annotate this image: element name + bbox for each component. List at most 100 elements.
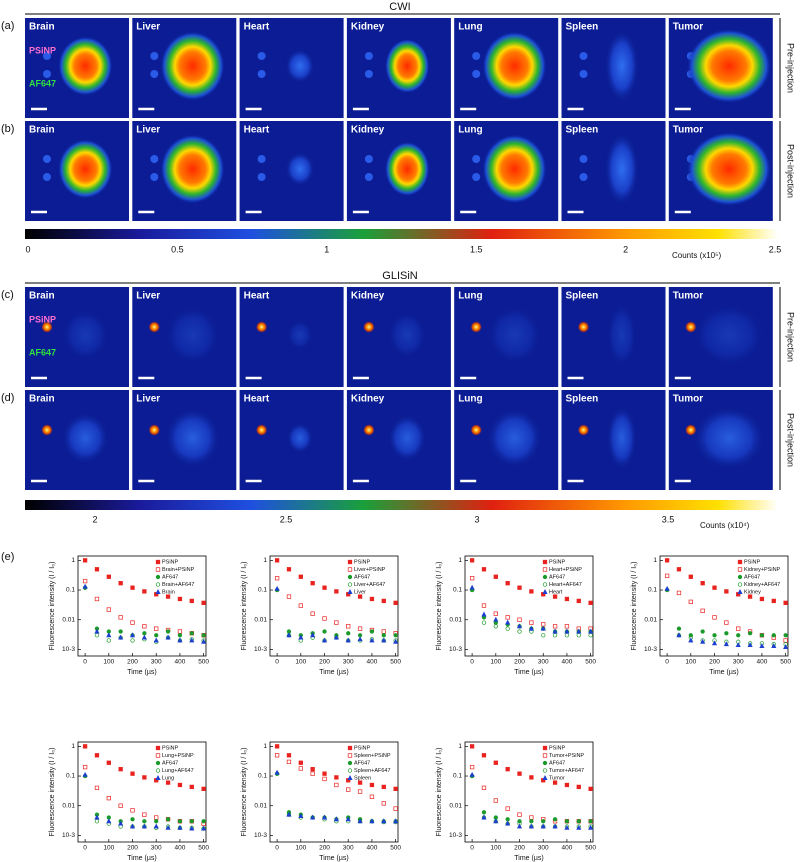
point: [310, 771, 315, 776]
x-tick-label: 200: [319, 659, 330, 666]
legend-label: Lung+PSiNP: [162, 753, 194, 759]
point: [274, 753, 280, 758]
point: [664, 558, 670, 563]
legend-marker: [347, 768, 353, 773]
point: [357, 636, 363, 642]
point: [189, 598, 194, 604]
point: [517, 617, 522, 622]
organ-signal: [284, 48, 315, 84]
organ-name: Kidney: [351, 22, 385, 33]
ref-dot: [43, 52, 51, 60]
point: [493, 760, 498, 765]
point: [298, 603, 303, 608]
ref-dot: [257, 155, 266, 163]
point: [189, 637, 195, 643]
organ-signal: [384, 141, 430, 197]
point: [516, 623, 523, 629]
organ-name: Tumor: [673, 394, 703, 405]
point: [177, 629, 183, 634]
x-axis-label: Time (µs): [709, 669, 738, 676]
point: [493, 798, 498, 803]
row-label: (d): [1, 392, 14, 404]
y-tick-label: 0.01: [644, 616, 657, 623]
organ-signal: [604, 28, 640, 104]
point: [564, 782, 570, 788]
x-tick-label: 500: [585, 659, 596, 666]
point: [118, 581, 123, 586]
x-tick-label: 0: [83, 659, 87, 666]
point: [334, 775, 339, 780]
x-axis-label: Time (µs): [319, 855, 348, 862]
organ-signal: [604, 131, 640, 207]
colorbar-unit: Counts (x10⁵): [672, 251, 721, 260]
point: [369, 637, 375, 643]
image-panel: Tumor: [668, 390, 773, 490]
point: [130, 771, 135, 776]
x-tick-label: 300: [538, 845, 549, 852]
organ-name: Liver: [136, 291, 160, 302]
ref-dot: [41, 321, 53, 333]
point: [688, 574, 693, 579]
organ-name: Kidney: [351, 291, 385, 302]
point: [564, 628, 570, 634]
point: [130, 620, 135, 625]
y-tick-label: 0.01: [254, 616, 267, 623]
point: [481, 785, 487, 790]
colorbar-tick: 2: [92, 514, 97, 524]
legend-marker: [542, 775, 548, 780]
y-tick-label: 0.01: [449, 802, 462, 809]
point: [142, 631, 147, 636]
plot-frame: [464, 741, 594, 843]
organ-name: Tumor: [673, 291, 703, 302]
point: [469, 558, 475, 563]
legend-label: Liver+PSiNP: [354, 567, 386, 573]
point: [747, 594, 753, 599]
point: [676, 626, 682, 631]
point: [118, 803, 123, 808]
organ-signal: [482, 134, 548, 204]
point: [334, 589, 339, 594]
y-tick-label: 10-3: [62, 646, 75, 653]
plot-frame: [269, 555, 399, 657]
organ-name: Heart: [244, 394, 270, 405]
point: [357, 626, 363, 631]
point: [141, 823, 147, 829]
point: [481, 814, 487, 820]
x-tick-label: 100: [295, 659, 306, 666]
legend-marker: [737, 559, 743, 565]
point: [481, 810, 487, 815]
point: [274, 769, 280, 775]
organ-name: Kidney: [351, 125, 385, 136]
y-tick-label: 1: [458, 557, 462, 564]
point: [771, 598, 776, 604]
point: [322, 776, 327, 782]
ref-dot: [362, 321, 375, 333]
section-title: CWI: [389, 1, 410, 13]
x-tick-label: 300: [151, 659, 162, 666]
legend-label: PSiNP: [162, 745, 179, 751]
point: [94, 567, 100, 572]
ref-dot: [579, 52, 588, 60]
point: [322, 771, 327, 776]
colorbar-tick: 0: [25, 244, 30, 254]
ref-dot: [577, 424, 590, 436]
point: [322, 629, 327, 634]
point: [142, 812, 147, 817]
legend-label: Spleen+PSiNP: [354, 753, 391, 759]
y-tick-label: 0.1: [66, 587, 75, 594]
legend-label: Spleen: [354, 775, 371, 781]
image-panel: Tumor: [668, 287, 773, 387]
point: [664, 585, 670, 591]
x-tick-label: 200: [709, 659, 720, 666]
point: [759, 633, 765, 638]
point: [333, 816, 339, 822]
organ-signal: [164, 304, 222, 366]
point: [505, 615, 510, 620]
point: [783, 600, 788, 606]
colorbar-tick: 1.5: [470, 244, 483, 254]
point: [106, 638, 111, 643]
ref-dot: [364, 52, 373, 60]
point: [783, 633, 788, 638]
point: [129, 823, 136, 829]
ref-dot: [470, 321, 483, 333]
